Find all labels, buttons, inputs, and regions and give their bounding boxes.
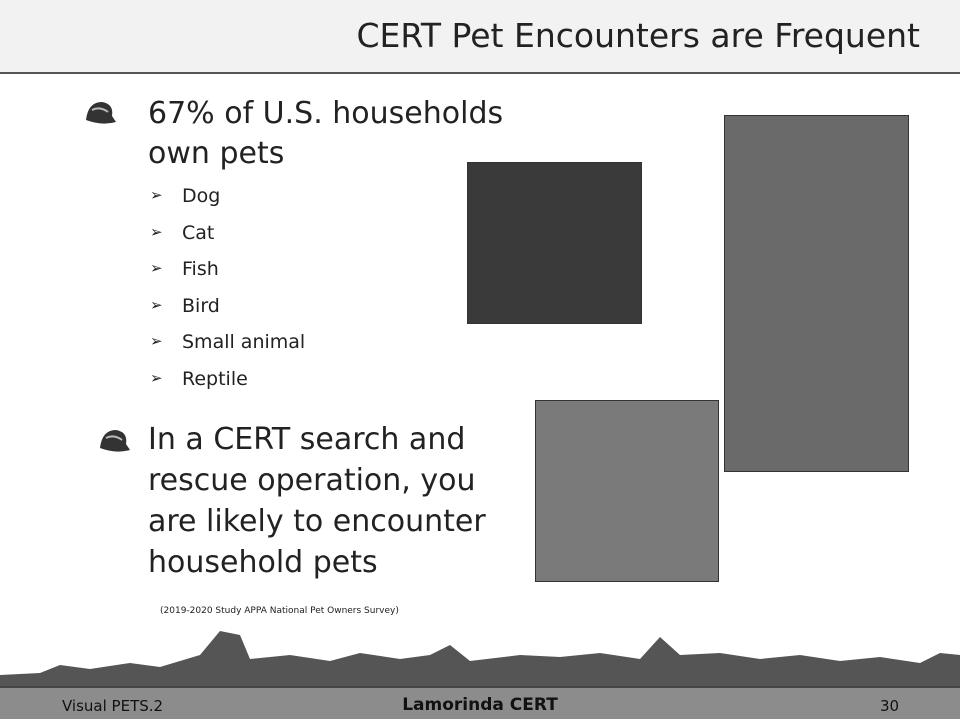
parrot-photo: [535, 400, 719, 582]
footer-left: Visual PETS.2: [62, 697, 163, 715]
source-note: (2019-2020 Study APPA National Pet Owner…: [160, 606, 399, 616]
bullet-icon: [96, 426, 132, 456]
cat-photo: [467, 162, 642, 324]
sub-arrow: ➢: [150, 332, 163, 350]
sub-arrow: ➢: [150, 369, 163, 387]
bullet-text: are likely to encounter: [148, 504, 486, 539]
bullet-text: In a CERT search and: [148, 422, 465, 457]
sub-arrow: ➢: [150, 259, 163, 277]
sub-item: Reptile: [182, 368, 248, 390]
sub-item: Cat: [182, 222, 214, 244]
sub-item: Bird: [182, 295, 220, 317]
bullet-icon: [82, 98, 118, 128]
title: CERT Pet Encounters are Frequent: [356, 16, 920, 55]
slide: CERT Pet Encounters are Frequent 67% of …: [0, 0, 960, 719]
bullet-text: own pets: [148, 136, 284, 171]
sub-arrow: ➢: [150, 296, 163, 314]
dog-photo: [724, 115, 909, 472]
bullet-text: household pets: [148, 545, 378, 580]
sub-arrow: ➢: [150, 186, 163, 204]
sub-item: Fish: [182, 258, 219, 280]
sub-arrow: ➢: [150, 223, 163, 241]
footer-center: Lamorinda CERT: [400, 695, 560, 715]
skyline: [0, 625, 960, 687]
bullet-text: 67% of U.S. households: [148, 96, 503, 131]
page-number: 30: [880, 697, 899, 715]
sub-item: Small animal: [182, 331, 305, 353]
bullet-text: rescue operation, you: [148, 463, 476, 498]
sub-item: Dog: [182, 185, 220, 207]
